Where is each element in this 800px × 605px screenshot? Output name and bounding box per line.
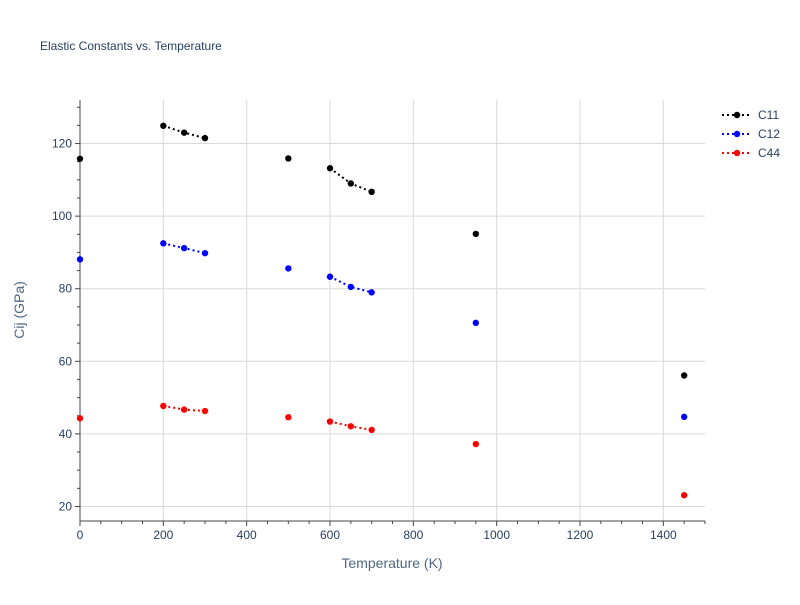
data-point[interactable]: [201, 407, 209, 415]
legend-marker: [733, 111, 741, 119]
legend[interactable]: C11 C12 C44: [722, 108, 780, 160]
legend-marker: [733, 130, 741, 138]
data-point[interactable]: [201, 134, 209, 142]
data-point[interactable]: [76, 256, 84, 263]
data-point[interactable]: [347, 180, 355, 187]
data-point[interactable]: [326, 273, 334, 280]
y-axis-label: Cij (GPa): [11, 281, 27, 339]
data-point[interactable]: [368, 426, 375, 434]
x-tick-label: 400: [237, 528, 257, 542]
series-c12: [76, 240, 688, 421]
x-tick-label: 1000: [483, 528, 510, 542]
legend-item-c44[interactable]: C44: [722, 146, 780, 160]
data-point[interactable]: [180, 129, 188, 136]
legend-label: C44: [758, 146, 780, 160]
data-point[interactable]: [76, 155, 84, 162]
data-point[interactable]: [326, 165, 334, 172]
series-layer: [76, 122, 688, 499]
y-tick-label: 40: [59, 427, 73, 441]
chart-title: Elastic Constants vs. Temperature: [40, 39, 222, 53]
x-tick-label: 0: [77, 528, 84, 542]
data-point[interactable]: [160, 402, 167, 410]
y-tick-label: 120: [52, 137, 72, 151]
data-point[interactable]: [680, 492, 688, 499]
x-tick-label: 600: [320, 528, 340, 542]
data-point[interactable]: [472, 230, 480, 238]
data-point[interactable]: [201, 249, 209, 257]
y-tick-label: 80: [59, 282, 73, 296]
data-point[interactable]: [76, 415, 84, 422]
x-tick-label: 1400: [650, 528, 677, 542]
x-axis-label: Temperature (K): [341, 555, 442, 571]
data-point[interactable]: [472, 440, 480, 448]
y-tick-label: 100: [52, 209, 72, 223]
y-tick-label: 60: [59, 354, 73, 368]
legend-label: C12: [758, 127, 780, 141]
data-point[interactable]: [347, 423, 355, 430]
legend-item-c11[interactable]: C11: [722, 108, 779, 122]
legend-item-c12[interactable]: C12: [722, 127, 780, 141]
data-point[interactable]: [180, 406, 188, 413]
y-tick-label: 20: [59, 499, 73, 513]
data-point[interactable]: [368, 188, 375, 196]
data-point[interactable]: [347, 283, 355, 291]
data-point[interactable]: [680, 372, 688, 379]
data-point[interactable]: [368, 289, 375, 296]
data-point[interactable]: [472, 319, 480, 327]
x-tick-label: 200: [153, 528, 173, 542]
legend-label: C11: [758, 108, 779, 122]
legend-marker: [733, 149, 741, 157]
data-point[interactable]: [180, 244, 188, 252]
data-point[interactable]: [160, 240, 167, 247]
data-point[interactable]: [680, 413, 688, 421]
data-point[interactable]: [285, 265, 292, 272]
data-point[interactable]: [326, 418, 334, 425]
x-tick-label: 800: [403, 528, 423, 542]
data-point[interactable]: [285, 414, 292, 421]
data-point[interactable]: [160, 122, 167, 129]
series-c44: [76, 402, 688, 499]
grid-layer: [80, 100, 705, 521]
axis-layer: 0 200 400 600 800 1000 1200 1400 20 40 60 80 100 120: [52, 100, 706, 542]
x-tick-label: 1200: [567, 528, 594, 542]
data-point[interactable]: [285, 155, 292, 162]
series-c11: [76, 122, 688, 379]
